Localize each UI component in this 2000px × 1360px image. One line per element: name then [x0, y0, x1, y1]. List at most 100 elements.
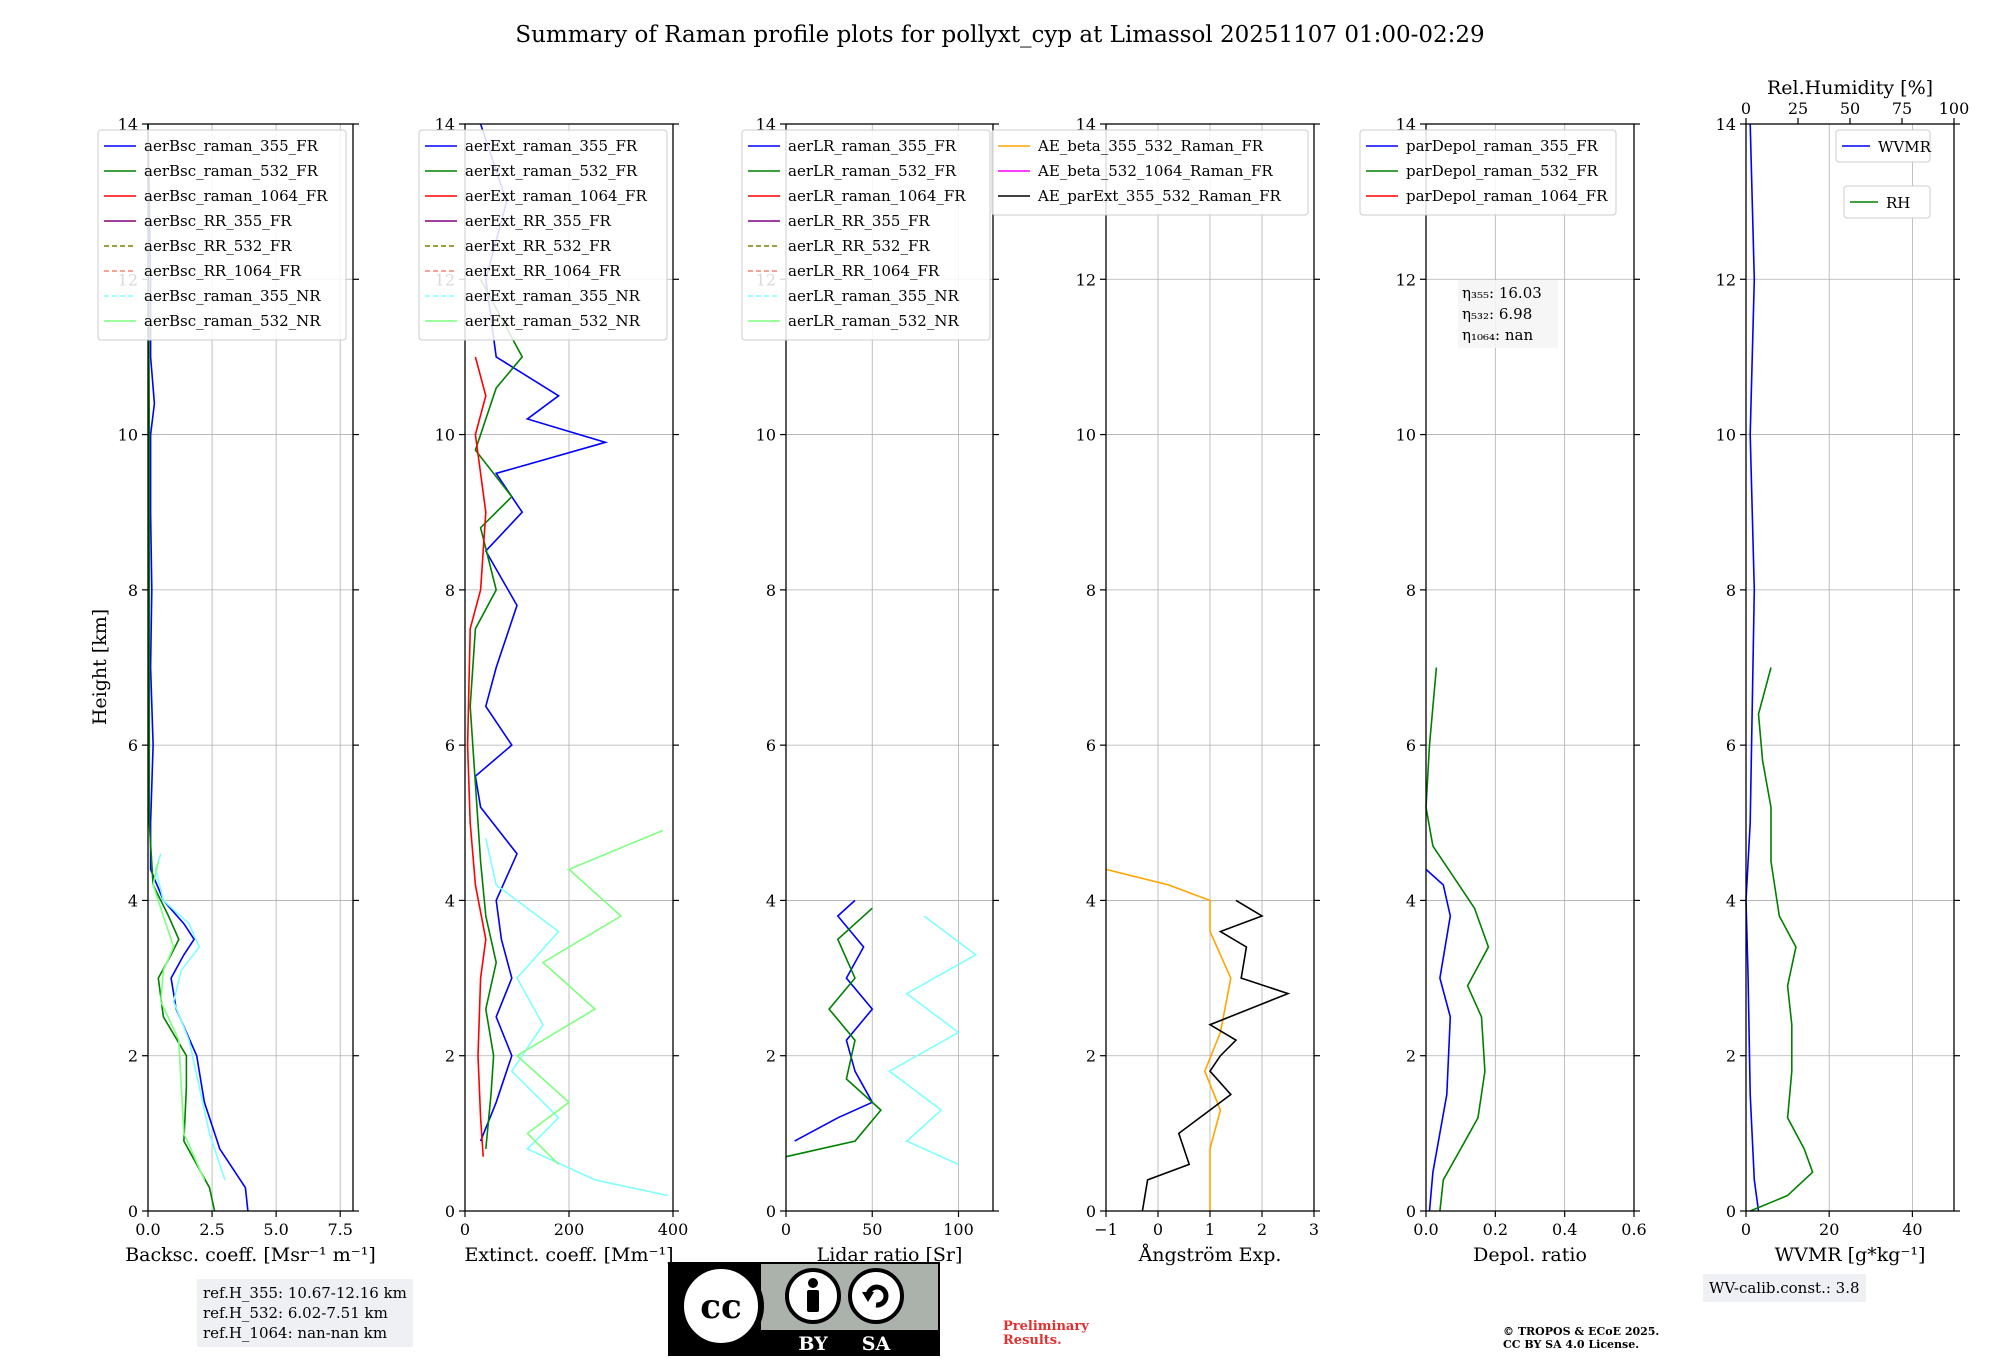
- water_vapor-tick-label-y: 2: [1726, 1047, 1736, 1066]
- reference-heights-box: ref.H_355: 10.67-12.16 km ref.H_532: 6.0…: [197, 1279, 413, 1347]
- rh-top-tick-label: 0: [1741, 99, 1751, 118]
- lidar_ratio-legend-label-5: aerLR_RR_1064_FR: [788, 262, 940, 280]
- depolarization-legend-label-0: parDepol_raman_355_FR: [1406, 137, 1599, 155]
- rh-top-tick-label: 100: [1939, 99, 1970, 118]
- backscatter-tick-label-y: 14: [118, 115, 138, 134]
- y-axis-label: Height [km]: [89, 609, 111, 725]
- rh-top-tick-label: 50: [1840, 99, 1860, 118]
- angstrom-tick-label-y: 12: [1076, 270, 1096, 289]
- angstrom-legend-label-1: AE_beta_532_1064_Raman_FR: [1037, 162, 1273, 180]
- lidar_ratio-tick-label-y: 4: [766, 891, 776, 910]
- backscatter-tick-label-y: 2: [128, 1047, 138, 1066]
- backscatter-legend-box: [97, 129, 347, 341]
- depolarization-tick-label-y: 14: [1396, 115, 1416, 134]
- rh-top-tick-label: 25: [1788, 99, 1808, 118]
- angstrom-tick-label-y: 0: [1086, 1202, 1096, 1221]
- angstrom-tick-label-y: 10: [1076, 426, 1096, 445]
- depolarization-x-axis-label: Depol. ratio: [1473, 1244, 1587, 1266]
- depol-eta-2: η₁₀₆₄: nan: [1462, 326, 1533, 344]
- ref-height-532: ref.H_532: 6.02-7.51 km: [203, 1304, 388, 1322]
- angstrom-tick-label-y: 14: [1076, 115, 1096, 134]
- lidar_ratio-tick-label-y: 8: [766, 581, 776, 600]
- depolarization-tick-label-y: 6: [1406, 736, 1416, 755]
- angstrom-tick-label-x: 3: [1309, 1220, 1319, 1239]
- extinction-tick-label-x: 200: [554, 1220, 585, 1239]
- water_vapor-tick-label-x: 0: [1741, 1220, 1751, 1239]
- depolarization-tick-label-y: 10: [1396, 426, 1416, 445]
- angstrom-tick-label-x: 1: [1205, 1220, 1215, 1239]
- depolarization-tick-label-x: 0.0: [1413, 1220, 1438, 1239]
- lidar_ratio-x-axis-label: Lidar ratio [Sr]: [817, 1244, 963, 1266]
- depolarization-tick-label-y: 12: [1396, 270, 1416, 289]
- copyright-note: © TROPOS & ECoE 2025. CC BY SA 4.0 Licen…: [1503, 1325, 1659, 1351]
- backscatter-tick-label-y: 6: [128, 736, 138, 755]
- backscatter-legend-label-3: aerBsc_RR_355_FR: [144, 212, 292, 230]
- extinction-tick-label-y: 2: [445, 1047, 455, 1066]
- angstrom-legend-label-2: AE_parExt_355_532_Raman_FR: [1037, 187, 1282, 205]
- water_vapor-axes-frame: [1745, 123, 1955, 1212]
- lidar_ratio-legend-label-4: aerLR_RR_532_FR: [788, 237, 930, 255]
- extinction-legend-label-7: aerExt_raman_532_NR: [465, 312, 641, 330]
- preliminary-line-2: Results.: [1003, 1333, 1062, 1348]
- extinction-legend-label-3: aerExt_RR_355_FR: [465, 212, 612, 230]
- rh-legend-box: [1843, 185, 1931, 219]
- extinction-legend-label-6: aerExt_raman_355_NR: [465, 287, 641, 305]
- wv-calibration-box: WV-calib.const.: 3.8: [1703, 1274, 1866, 1302]
- water_vapor-tick-label-y: 12: [1716, 270, 1736, 289]
- preliminary-results-note: Preliminary Results.: [1003, 1320, 1089, 1348]
- backscatter-legend-label-0: aerBsc_raman_355_FR: [144, 137, 319, 155]
- angstrom-tick-label-y: 2: [1086, 1047, 1096, 1066]
- extinction-legend-label-0: aerExt_raman_355_FR: [465, 137, 638, 155]
- depol-eta-box: [1458, 280, 1558, 348]
- angstrom-x-axis-label: Ångström Exp.: [1138, 1244, 1282, 1266]
- backscatter-legend-label-1: aerBsc_raman_532_FR: [144, 162, 319, 180]
- extinction-tick-label-x: 0: [460, 1220, 470, 1239]
- backscatter-series-aerBsc_raman_355_NR: [154, 853, 226, 1181]
- rh-top-tick-label: 75: [1892, 99, 1912, 118]
- water_vapor-tick-label-x: 40: [1902, 1220, 1922, 1239]
- water_vapor-tick-label-y: 14: [1716, 115, 1736, 134]
- water_vapor-tick-label-y: 4: [1726, 891, 1736, 910]
- backscatter-tick-label-y: 10: [118, 426, 138, 445]
- lidar_ratio-legend-box: [741, 129, 991, 341]
- depolarization-tick-label-x: 0.2: [1483, 1220, 1508, 1239]
- extinction-tick-label-y: 8: [445, 581, 455, 600]
- backscatter-series-aerBsc_raman_532_FR: [147, 123, 216, 1212]
- backscatter-tick-label-x: 2.5: [199, 1220, 224, 1239]
- angstrom-tick-label-x: 2: [1257, 1220, 1267, 1239]
- angstrom-legend-box: [991, 129, 1309, 216]
- copyright-line-2: CC BY SA 4.0 License.: [1503, 1338, 1640, 1351]
- depolarization-tick-label-y: 2: [1406, 1047, 1416, 1066]
- preliminary-line-1: Preliminary: [1003, 1319, 1089, 1334]
- copyright-line-1: © TROPOS & ECoE 2025.: [1503, 1325, 1660, 1338]
- extinction-tick-label-x: 400: [658, 1220, 689, 1239]
- backscatter-legend-label-6: aerBsc_raman_355_NR: [144, 287, 321, 305]
- angstrom-axes-frame: [1105, 123, 1315, 1212]
- extinction-tick-label-y: 14: [435, 115, 455, 134]
- angstrom-series-AE_parExt_355_532_Raman_FR: [1141, 899, 1291, 1212]
- extinction-x-axis-label: Extinct. coeff. [Mm⁻¹]: [464, 1244, 673, 1266]
- depolarization-axes-frame: [1425, 123, 1635, 1212]
- extinction-series-aerExt_raman_532_NR: [515, 829, 663, 1165]
- backscatter-series-aerBsc_raman_355_FR: [147, 123, 249, 1212]
- rh-top-axis-label: Rel.Humidity [%]: [1767, 77, 1933, 99]
- backscatter-tick-label-y: 4: [128, 891, 138, 910]
- lidar_ratio-tick-label-y: 10: [756, 426, 776, 445]
- water_vapor-tick-label-y: 10: [1716, 426, 1736, 445]
- lidar_ratio-tick-label-y: 2: [766, 1047, 776, 1066]
- backscatter-axes-frame: [147, 123, 354, 1212]
- water_vapor-tick-label-y: 8: [1726, 581, 1736, 600]
- ref-height-355: ref.H_355: 10.67-12.16 km: [203, 1284, 407, 1302]
- wvmr-legend-box: [1835, 129, 1931, 163]
- backscatter-legend-label-4: aerBsc_RR_532_FR: [144, 237, 292, 255]
- depol-eta-1: η₅₃₂: 6.98: [1462, 305, 1532, 323]
- lidar_ratio-series-aerLR_raman_355_FR: [794, 899, 874, 1142]
- lidar_ratio-tick-label-y: 14: [756, 115, 776, 134]
- extinction-tick-label-y: 0: [445, 1202, 455, 1221]
- depolarization-legend-label-2: parDepol_raman_1064_FR: [1406, 187, 1608, 205]
- extinction-series-aerExt_raman_355_FR: [474, 123, 609, 1142]
- extinction-tick-label-y: 4: [445, 891, 455, 910]
- lidar_ratio-axes-frame: [785, 123, 994, 1212]
- depolarization-legend-box: [1359, 129, 1617, 216]
